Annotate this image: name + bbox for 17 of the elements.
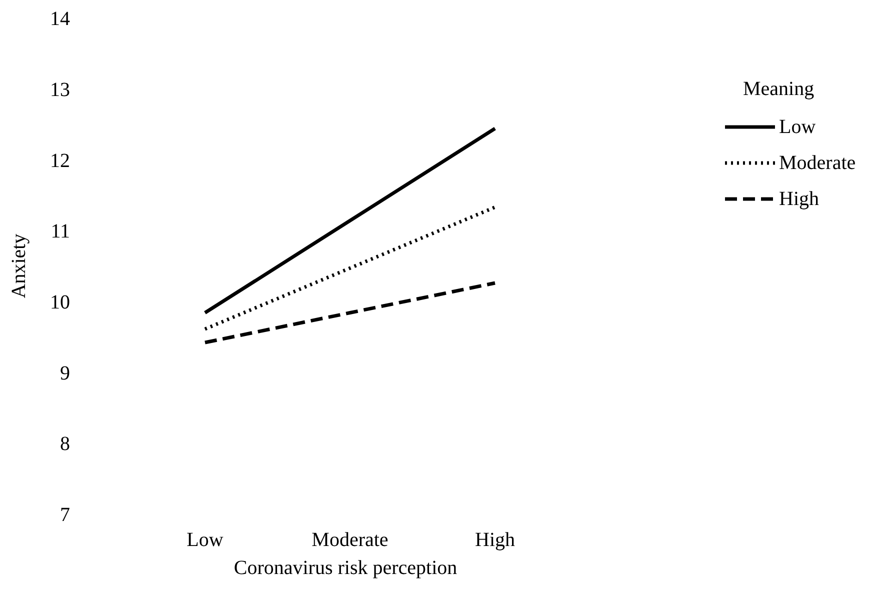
y-tick-label: 10: [50, 292, 70, 314]
y-tick-label: 12: [50, 150, 70, 172]
y-tick-label: 13: [50, 78, 70, 101]
x-axis-title: Coronavirus risk perception: [234, 557, 458, 579]
x-tick-label: Low: [186, 529, 224, 552]
y-tick-label: 8: [60, 433, 70, 456]
x-tick-label: High: [475, 529, 515, 552]
x-tick-label: Moderate: [312, 529, 388, 552]
legend-label: Low: [779, 116, 816, 138]
y-tick-label: 9: [60, 362, 70, 384]
y-tick-label: 11: [50, 220, 70, 243]
legend-label: High: [779, 188, 819, 210]
legend-title: Meaning: [742, 78, 816, 101]
y-tick-label: 7: [60, 504, 70, 526]
y-tick-label: 14: [50, 8, 70, 30]
legend-label: Moderate: [779, 152, 856, 174]
y-axis-title: Anxiety: [8, 234, 30, 298]
